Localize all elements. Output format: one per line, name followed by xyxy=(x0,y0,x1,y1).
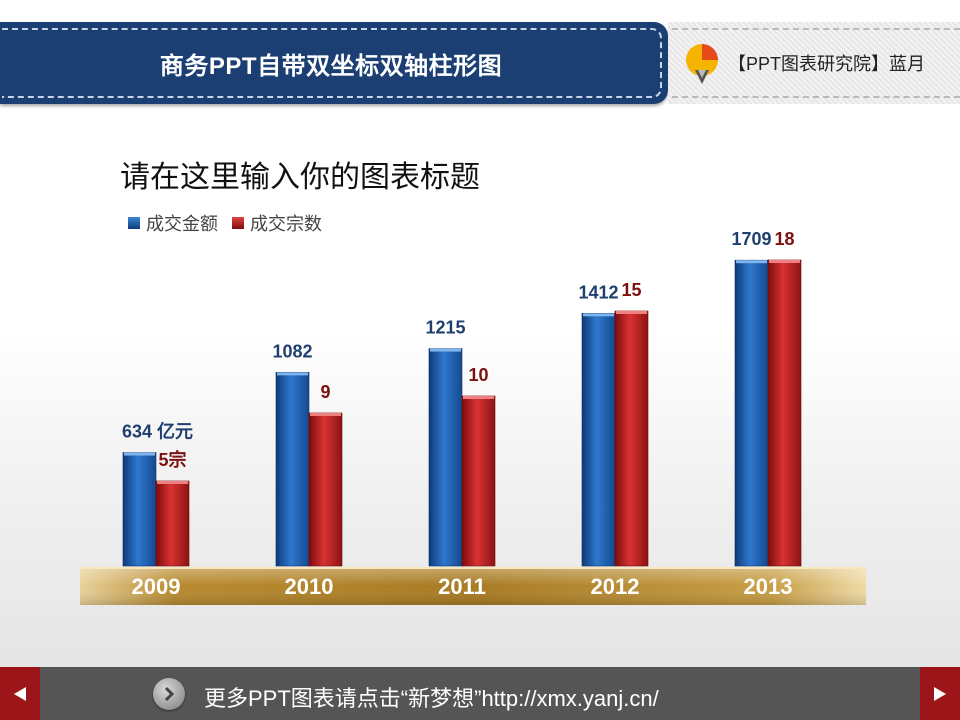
legend-item-count: 成交宗数 xyxy=(232,210,322,236)
link-button[interactable] xyxy=(153,678,185,710)
category-label-2009: 2009 xyxy=(132,574,181,599)
triangle-left-icon xyxy=(14,686,26,701)
bar-amount-2013 xyxy=(734,259,769,567)
value-label-count-2010: 9 xyxy=(320,382,330,402)
value-label-count-2009: 5宗 xyxy=(158,449,186,470)
category-label-2013: 2013 xyxy=(744,574,793,599)
legend-swatch-red xyxy=(232,217,244,229)
bars-group xyxy=(122,259,802,567)
bar-count-2013 xyxy=(767,259,802,567)
bar-amount-cap-2012 xyxy=(583,313,614,317)
brand-label: 【PPT图表研究院】蓝月 xyxy=(728,54,926,74)
x-axis-band xyxy=(80,567,866,605)
header-banner: 商务PPT自带双坐标双轴柱形图 xyxy=(0,22,668,104)
bar-amount-cap-2011 xyxy=(430,348,461,352)
data-labels-group: 634 亿元 5宗 2009 1082 9 2010 1215 10 2011 1412 15 201… xyxy=(122,229,795,599)
bar-amount-2009 xyxy=(122,452,157,567)
chart-legend: 成交金额 成交宗数 xyxy=(128,210,336,236)
value-label-amount-2010: 1082 xyxy=(272,341,312,361)
bar-count-cap-2009 xyxy=(157,481,188,484)
bar-count-cap-2010 xyxy=(310,413,341,416)
bar-amount-cap-2010 xyxy=(277,372,308,376)
category-label-2012: 2012 xyxy=(591,574,640,599)
bar-count-2010 xyxy=(308,412,343,567)
prev-slide-button[interactable] xyxy=(0,667,40,720)
chevron-right-circle-icon xyxy=(164,686,175,702)
category-label-2011: 2011 xyxy=(438,574,486,599)
x-axis-band-highlight xyxy=(80,567,866,569)
legend-item-amount: 成交金额 xyxy=(128,210,218,236)
bar-amount-cap-2009 xyxy=(124,452,155,456)
bar-count-2009 xyxy=(155,480,190,567)
brand-box: 【PPT图表研究院】蓝月 xyxy=(668,22,960,104)
legend-swatch-blue xyxy=(128,217,140,229)
category-label-2010: 2010 xyxy=(285,574,334,599)
bar-amount-2012 xyxy=(581,313,616,567)
value-label-amount-2012: 1412 xyxy=(578,282,618,302)
legend-label-amount: 成交金额 xyxy=(146,214,218,234)
bar-amount-2011 xyxy=(428,348,463,567)
bar-amount-2010 xyxy=(275,372,310,567)
value-label-count-2013: 18 xyxy=(774,229,794,249)
bar-count-2012 xyxy=(614,310,649,567)
footer-link-text[interactable]: 更多PPT图表请点击“新梦想”http://xmx.yanj.cn/ xyxy=(204,686,659,711)
value-label-amount-2011: 1215 xyxy=(425,318,465,338)
value-label-amount-2013: 1709 xyxy=(731,229,771,249)
bar-count-2011 xyxy=(461,395,496,567)
next-slide-button[interactable] xyxy=(920,667,960,720)
page-title: 商务PPT自带双坐标双轴柱形图 xyxy=(159,52,503,80)
value-label-amount-2009: 634 亿元 xyxy=(122,421,193,442)
header-stitch-frame: 商务PPT自带双坐标双轴柱形图 xyxy=(2,28,662,98)
brand-frame: 【PPT图表研究院】蓝月 xyxy=(672,28,960,98)
bar-amount-cap-2013 xyxy=(736,260,767,264)
legend-label-count: 成交宗数 xyxy=(250,214,322,234)
bar-count-cap-2013 xyxy=(769,260,800,263)
value-label-count-2012: 15 xyxy=(621,280,641,300)
pie-chart-logo-icon xyxy=(686,44,718,84)
x-axis-band-shine xyxy=(80,567,866,605)
value-label-count-2011: 10 xyxy=(468,365,488,385)
triangle-right-icon xyxy=(934,686,946,701)
chart-title: 请在这里输入你的图表标题 xyxy=(120,160,480,195)
bar-count-cap-2012 xyxy=(616,311,647,314)
bar-chart: 634 亿元 5宗 2009 1082 9 2010 1215 10 2011 1412 15 201… xyxy=(80,229,866,605)
bar-count-cap-2011 xyxy=(463,396,494,399)
